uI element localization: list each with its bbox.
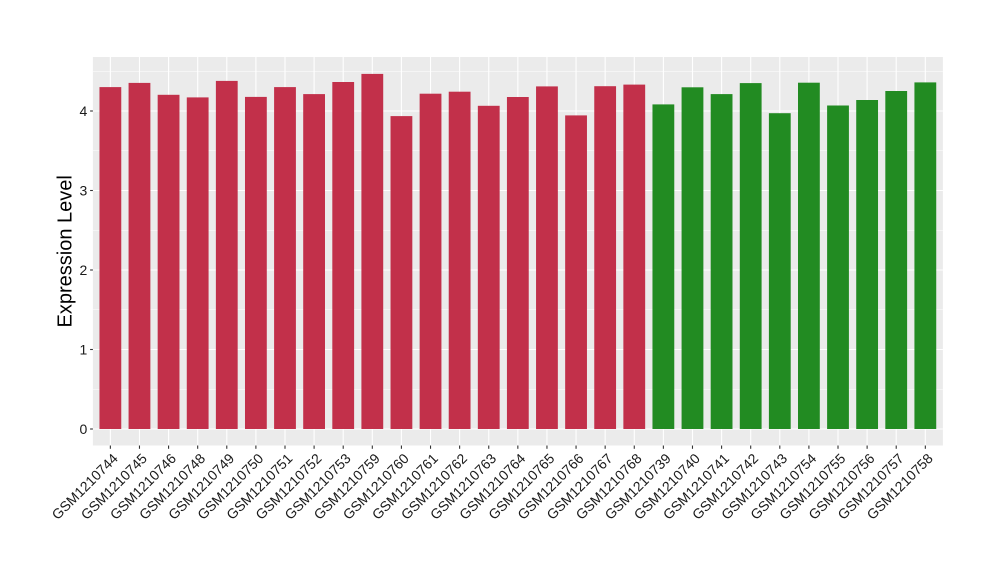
svg-text:Expression Level: Expression Level [55, 175, 77, 327]
svg-text:2: 2 [80, 262, 88, 278]
svg-text:1: 1 [80, 341, 88, 357]
svg-text:3: 3 [80, 182, 88, 198]
svg-text:0: 0 [80, 421, 88, 437]
svg-text:4: 4 [80, 103, 88, 119]
